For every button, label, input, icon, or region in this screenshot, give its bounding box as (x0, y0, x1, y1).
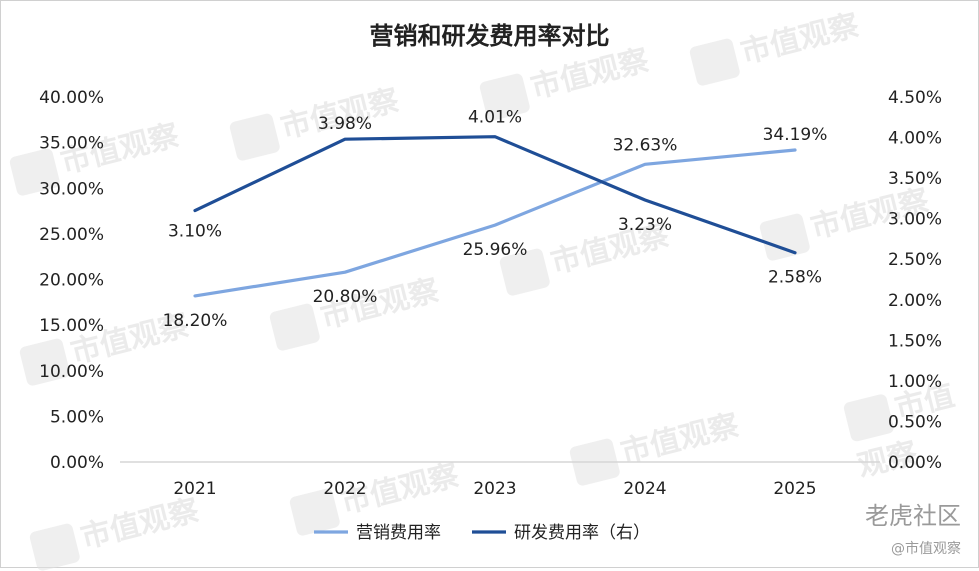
rnd-rate-line (193, 135, 797, 255)
y-right-tick-label: 3.50% (888, 169, 942, 189)
marketing-data-label: 20.80% (313, 287, 378, 307)
y-right-tick-label: 1.50% (888, 331, 942, 351)
legend-label-rnd: 研发费用率（右） (514, 523, 650, 543)
y-right-tick-label: 0.00% (888, 453, 942, 473)
legend-label-marketing: 营销费用率 (356, 523, 441, 543)
y-left-tick-label: 5.00% (50, 407, 104, 427)
x-tick-label: 2022 (323, 479, 366, 499)
y-left-tick-label: 25.00% (39, 225, 104, 245)
x-tick-label: 2024 (623, 479, 666, 499)
rnd-data-label: 2.58% (768, 268, 822, 288)
x-tick-label: 2021 (173, 479, 216, 499)
rnd-data-label: 3.10% (168, 222, 222, 242)
y-right-tick-label: 3.00% (888, 210, 942, 230)
y-right-tick-label: 4.00% (888, 129, 942, 149)
marketing-rate-line (193, 148, 797, 298)
y-right-tick-label: 2.50% (888, 250, 942, 270)
y-left-tick-label: 40.00% (39, 88, 104, 108)
rnd-data-label: 3.23% (618, 215, 672, 235)
y-right-tick-label: 2.00% (888, 291, 942, 311)
marketing-data-label: 25.96% (463, 240, 528, 260)
y-left-tick-label: 30.00% (39, 179, 104, 199)
marketing-data-label: 18.20% (163, 311, 228, 331)
brand-handle: @市值观察 (891, 541, 961, 557)
marketing-data-label: 32.63% (613, 135, 678, 155)
y-left-tick-label: 15.00% (39, 316, 104, 336)
y-right-tick-label: 4.50% (888, 88, 942, 108)
y-left-tick-label: 20.00% (39, 271, 104, 291)
y-right-tick-label: 1.00% (888, 372, 942, 392)
chart-title: 营销和研发费用率对比 (369, 22, 610, 50)
rnd-data-label: 3.98% (318, 114, 372, 134)
marketing-data-label: 34.19% (763, 125, 828, 145)
y-left-tick-label: 0.00% (50, 453, 104, 473)
x-tick-label: 2025 (773, 479, 816, 499)
y-left-tick-label: 35.00% (39, 134, 104, 154)
x-tick-label: 2023 (473, 479, 516, 499)
y-left-tick-label: 10.00% (39, 362, 104, 382)
y-right-tick-label: 0.50% (888, 412, 942, 432)
rnd-data-label: 4.01% (468, 108, 522, 128)
brand-logo-text: 老虎社区 (865, 502, 961, 530)
